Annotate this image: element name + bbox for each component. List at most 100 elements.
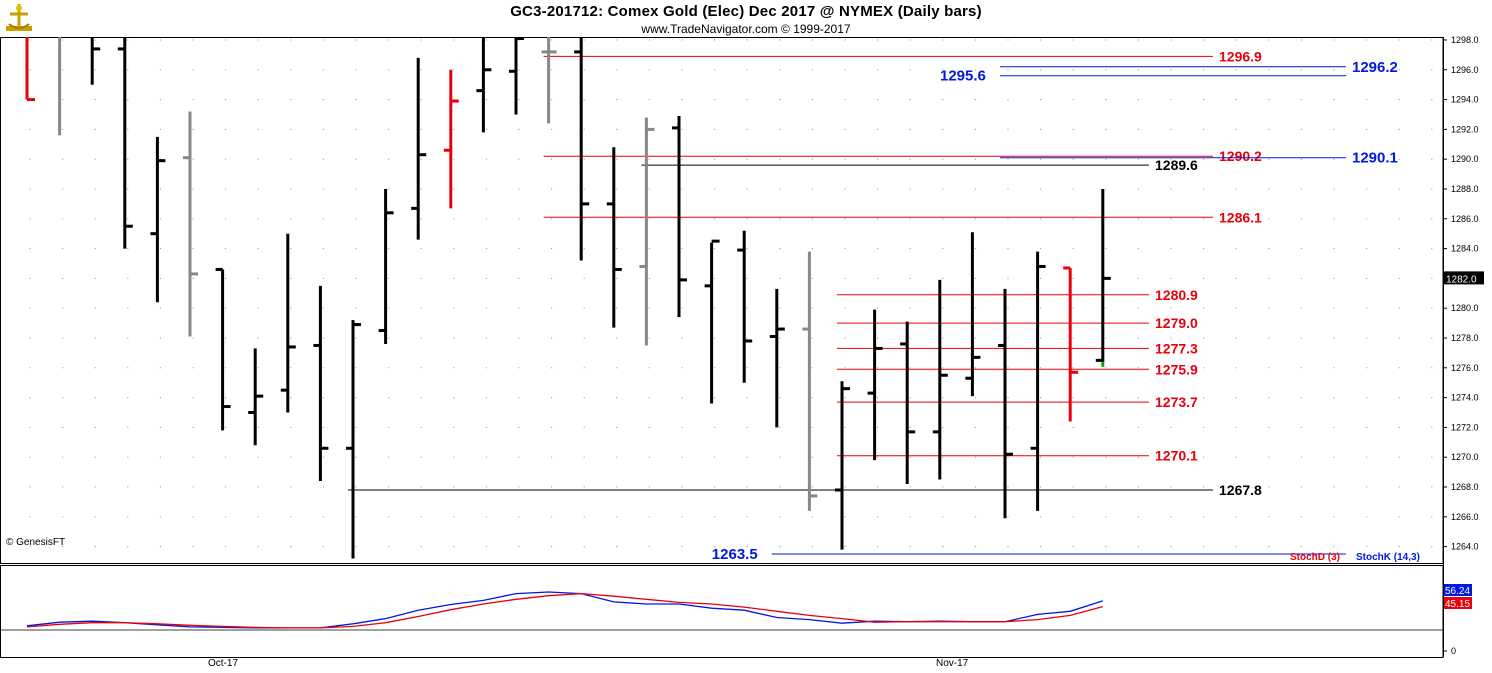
grid-dot: [746, 307, 748, 309]
grid-dot: [648, 307, 651, 309]
grid-dot: [616, 277, 618, 279]
grid-dot: [583, 158, 585, 160]
grid-dot: [322, 546, 324, 548]
grid-dot: [1300, 367, 1302, 369]
grid-dot: [974, 456, 977, 458]
grid-dot: [1137, 99, 1139, 101]
price-bar: [509, 36, 524, 115]
grid-dot: [257, 128, 259, 130]
grid-dot: [1235, 158, 1237, 160]
stochk-value: 56.24: [1445, 586, 1470, 597]
grid-dot: [746, 456, 748, 458]
grid-dot: [257, 456, 259, 458]
grid-dot: [127, 456, 129, 458]
chart-subtitle: www.TradeNavigator.com © 1999-2017: [641, 22, 851, 36]
grid-dot: [1333, 546, 1335, 548]
grid-dot: [257, 367, 259, 369]
grid-dot: [388, 128, 390, 130]
grid-dot: [1366, 516, 1368, 518]
grid-dot: [485, 218, 487, 220]
grid-dot: [257, 69, 259, 71]
grid-dot: [1366, 397, 1368, 399]
grid-dot: [1431, 99, 1433, 101]
grid-dot: [681, 397, 683, 399]
grid-dot: [225, 307, 227, 309]
grid-dot: [127, 426, 129, 428]
grid-dot: [127, 367, 129, 369]
grid-dot: [616, 248, 618, 250]
grid-dot: [453, 397, 455, 399]
grid-dot: [551, 128, 553, 130]
grid-dot: [159, 69, 161, 71]
grid-dot: [1431, 546, 1433, 548]
grid-dot: [62, 69, 64, 71]
grid-dot: [1105, 307, 1107, 309]
grid-dot: [322, 248, 324, 250]
grid-dot: [681, 69, 683, 71]
grid-dot: [127, 128, 129, 130]
grid-dot: [681, 516, 683, 518]
grid-dot: [192, 337, 194, 339]
grid-dot: [648, 188, 651, 190]
grid-dot: [616, 188, 618, 190]
grid-dot: [681, 188, 683, 190]
level-label: 1270.1: [1155, 448, 1198, 464]
grid-dot: [485, 99, 487, 101]
grid-dot: [420, 337, 422, 339]
grid-dot: [62, 248, 64, 250]
grid-dot: [974, 486, 977, 488]
grid-dot: [1235, 39, 1237, 41]
grid-dot: [1170, 248, 1172, 250]
grid-dot: [1170, 516, 1172, 518]
grid-dot: [1040, 516, 1042, 518]
grid-dot: [1072, 69, 1074, 71]
grid-dot: [714, 516, 716, 518]
grid-dot: [518, 218, 520, 220]
grid-dot: [94, 39, 96, 41]
grid-dot: [485, 367, 487, 369]
grid-dot: [1333, 426, 1335, 428]
grid-dot: [811, 277, 814, 279]
grid-dot: [1040, 367, 1042, 369]
grid-dot: [616, 307, 618, 309]
grid-dot: [257, 99, 259, 101]
grid-dot: [942, 397, 944, 399]
grid-dot: [779, 307, 781, 309]
grid-dot: [974, 426, 977, 428]
grid-dot: [1007, 426, 1009, 428]
grid-dot: [127, 39, 129, 41]
grid-dot: [420, 397, 422, 399]
grid-dot: [94, 218, 96, 220]
grid-dot: [1300, 277, 1302, 279]
grid-dot: [159, 426, 161, 428]
grid-dot: [1333, 158, 1335, 160]
grid-dot: [746, 188, 748, 190]
grid-dot: [909, 486, 911, 488]
grid-dot: [1268, 426, 1270, 428]
grid-dot: [29, 39, 31, 41]
grid-dot: [159, 39, 161, 41]
grid-dot: [290, 456, 292, 458]
grid-dot: [974, 158, 977, 160]
grid-dot: [518, 188, 520, 190]
price-bar: [183, 111, 198, 337]
grid-dot: [811, 367, 814, 369]
grid-dot: [1072, 397, 1074, 399]
grid-dot: [1366, 277, 1368, 279]
grid-dot: [942, 128, 944, 130]
level-label: 1290.2: [1219, 148, 1262, 164]
grid-dot: [551, 248, 553, 250]
grid-dot: [616, 516, 618, 518]
grid-dot: [779, 128, 781, 130]
grid-dot: [290, 307, 292, 309]
grid-dot: [518, 397, 520, 399]
grid-dot: [974, 277, 977, 279]
grid-dot: [1366, 456, 1368, 458]
price-bar: [541, 37, 557, 124]
grid-dot: [1137, 277, 1139, 279]
panel-frames: [0, 37, 1444, 658]
grid-dot: [974, 99, 977, 101]
grid-dot: [779, 486, 781, 488]
grid-dot: [1203, 367, 1205, 369]
grid-dot: [1137, 516, 1139, 518]
